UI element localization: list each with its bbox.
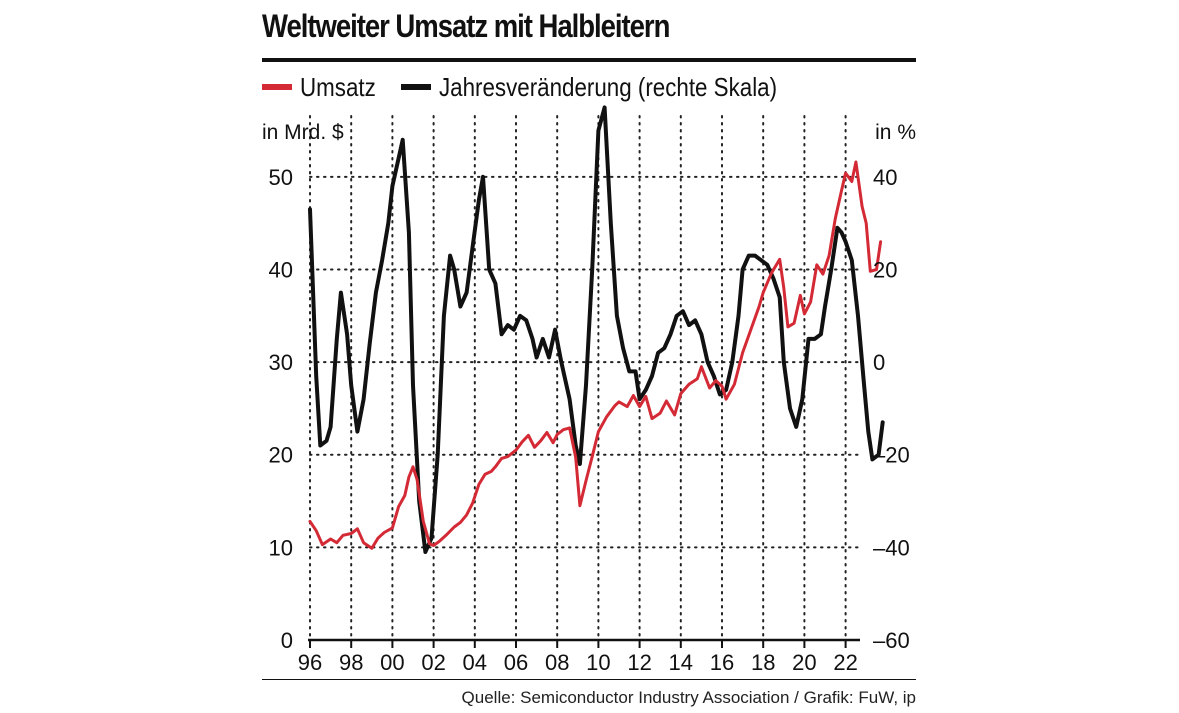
x-tick-label-06: 06: [504, 650, 528, 675]
y-right-tick-label-0: –60: [873, 628, 910, 653]
label-layer: 96 98 00 02 04 06 08 10 12 14 16 18 20 22 0 10 20 30 40 50 –…: [262, 121, 916, 675]
x-tick-label-02: 02: [421, 650, 445, 675]
x-tick-label-20: 20: [792, 650, 816, 675]
series-line-jahresveraenderung: [308, 105, 885, 554]
y-left-unit-label: in Mrd. $: [262, 121, 344, 144]
footer-rule: [262, 679, 916, 680]
legend-item-umsatz: Umsatz: [262, 72, 388, 102]
y-right-tick-label-5: 40: [873, 165, 897, 190]
y-right-unit-label: in %: [875, 121, 916, 144]
legend-swatch-umsatz: [262, 84, 292, 90]
y-left-tick-label-20: 20: [269, 443, 293, 468]
y-right-tick-label-4: 20: [873, 257, 897, 282]
x-tick-label-18: 18: [751, 650, 775, 675]
x-tick-label-12: 12: [627, 650, 651, 675]
x-tick-label-14: 14: [669, 650, 693, 675]
series-line-umsatz: [308, 160, 883, 550]
x-tick-label-16: 16: [710, 650, 734, 675]
series-layer: [308, 105, 885, 554]
x-tick-label-08: 08: [545, 650, 569, 675]
chart-title: Weltweiter Umsatz mit Halbleitern: [262, 8, 670, 44]
y-left-tick-label-40: 40: [269, 257, 293, 282]
x-tick-label-10: 10: [586, 650, 610, 675]
y-right-tick-label-2: –20: [873, 443, 910, 468]
source-note: Quelle: Semiconductor Industry Associati…: [461, 688, 916, 707]
x-tick-label-96: 96: [298, 650, 322, 675]
x-tick-label-04: 04: [463, 650, 487, 675]
legend-label-umsatz: Umsatz: [300, 71, 376, 102]
legend-swatch-jahresveraenderung: [401, 84, 431, 90]
title-rule: [262, 58, 916, 62]
grid-layer: [309, 115, 861, 641]
legend-label-jahresveraenderung: Jahresveränderung (rechte Skala): [439, 71, 778, 102]
x-tick-label-98: 98: [339, 650, 363, 675]
y-left-tick-label-50: 50: [269, 165, 293, 190]
x-tick-label-00: 00: [380, 650, 404, 675]
y-left-tick-label-10: 10: [269, 535, 293, 560]
axis-layer: [308, 638, 860, 648]
x-tick-label-22: 22: [833, 650, 857, 675]
y-left-tick-label-30: 30: [269, 350, 293, 375]
y-right-tick-label-3: 0: [873, 350, 885, 375]
y-left-tick-label-0: 0: [281, 628, 293, 653]
legend-item-jahresveraenderung: Jahresveränderung (rechte Skala): [401, 72, 832, 102]
y-right-tick-label-1: –40: [873, 535, 910, 560]
